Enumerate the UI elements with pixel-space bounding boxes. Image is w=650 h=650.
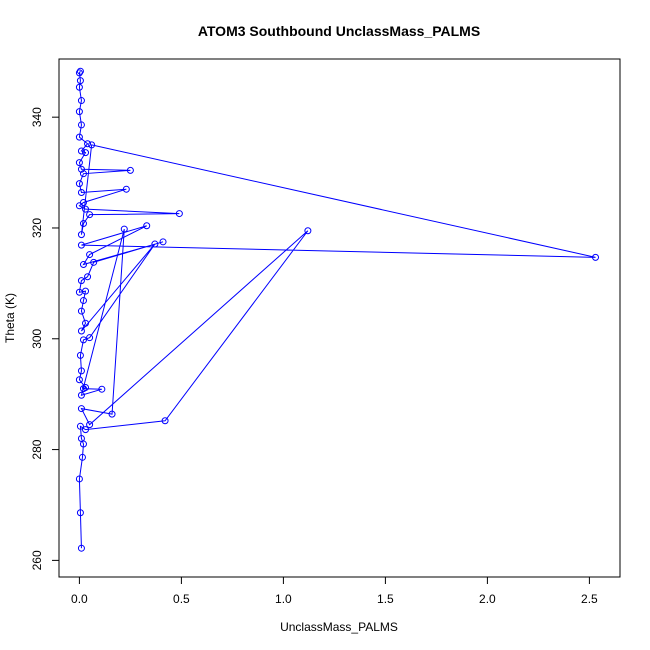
x-tick-label: 0.5 (173, 592, 190, 606)
data-point (175, 210, 183, 218)
data-point (79, 198, 87, 206)
data-point (77, 307, 85, 315)
data-point (77, 165, 85, 173)
data-point (77, 97, 85, 105)
data-point (75, 159, 83, 167)
data-point (82, 149, 90, 157)
x-tick-label: 2.5 (581, 592, 598, 606)
data-point (84, 273, 92, 281)
data-point (77, 367, 85, 375)
data-point (82, 205, 90, 213)
data-point (75, 133, 83, 141)
data-point (126, 166, 134, 174)
data-point (75, 83, 83, 91)
data-point (77, 435, 85, 442)
data-point (77, 277, 85, 285)
data-point (592, 253, 600, 261)
data-point (79, 220, 87, 228)
data-point (90, 258, 98, 266)
data-point (151, 240, 159, 248)
data-point (79, 336, 87, 344)
x-tick-label: 2.0 (479, 592, 496, 606)
data-point (76, 67, 84, 75)
data-point (143, 222, 151, 230)
data-point (77, 241, 85, 249)
data-point (77, 121, 85, 129)
data-point (79, 170, 87, 178)
data-point (82, 426, 90, 434)
y-tick-label: 300 (30, 328, 44, 348)
x-axis: 0.0 0.5 1.0 1.5 2.0 2.5 (71, 576, 598, 606)
data-point (76, 77, 84, 85)
data-point (82, 384, 90, 392)
data-point (77, 405, 85, 413)
data-point (98, 385, 106, 393)
data-point (159, 238, 167, 246)
data-point (77, 189, 85, 197)
series-line (78, 70, 596, 549)
data-point (122, 185, 130, 193)
data-point (86, 334, 94, 342)
data-point (88, 141, 96, 149)
data-point (84, 140, 92, 148)
x-tick-label: 1.5 (377, 592, 394, 606)
x-axis-label: UnclassMass_PALMS (280, 620, 398, 634)
data-point (78, 453, 86, 461)
data-point (75, 180, 83, 188)
data-point (86, 421, 94, 429)
data-point (75, 376, 83, 384)
data-point (79, 261, 87, 269)
series-layer (75, 67, 600, 552)
data-point (75, 69, 83, 77)
data-point (75, 475, 83, 483)
plot-frame (58, 58, 621, 578)
data-point (120, 225, 128, 233)
data-point (77, 327, 85, 335)
chart-title: ATOM3 Southbound UnclassMass_PALMS (198, 23, 480, 39)
data-point (77, 147, 85, 155)
y-tick-label: 320 (30, 218, 44, 238)
data-point (86, 211, 94, 219)
y-axis: 260 280 300 320 340 (30, 107, 60, 570)
data-point (75, 288, 83, 296)
y-tick-label: 340 (30, 107, 44, 127)
data-point (79, 297, 87, 305)
data-point (161, 417, 169, 425)
data-point (304, 227, 312, 235)
data-point (108, 410, 116, 418)
data-point (86, 251, 94, 259)
x-tick-label: 0.0 (71, 592, 88, 606)
data-point (75, 108, 83, 116)
data-point (77, 544, 85, 552)
data-point (76, 422, 84, 430)
x-tick-label: 1.0 (275, 592, 292, 606)
y-tick-label: 280 (30, 439, 44, 459)
data-point (77, 231, 85, 239)
y-tick-label: 260 (30, 550, 44, 570)
data-point (77, 391, 85, 399)
y-axis-label: Theta (K) (3, 293, 17, 343)
data-point (76, 351, 84, 359)
data-point (76, 509, 84, 517)
data-point (82, 319, 90, 327)
